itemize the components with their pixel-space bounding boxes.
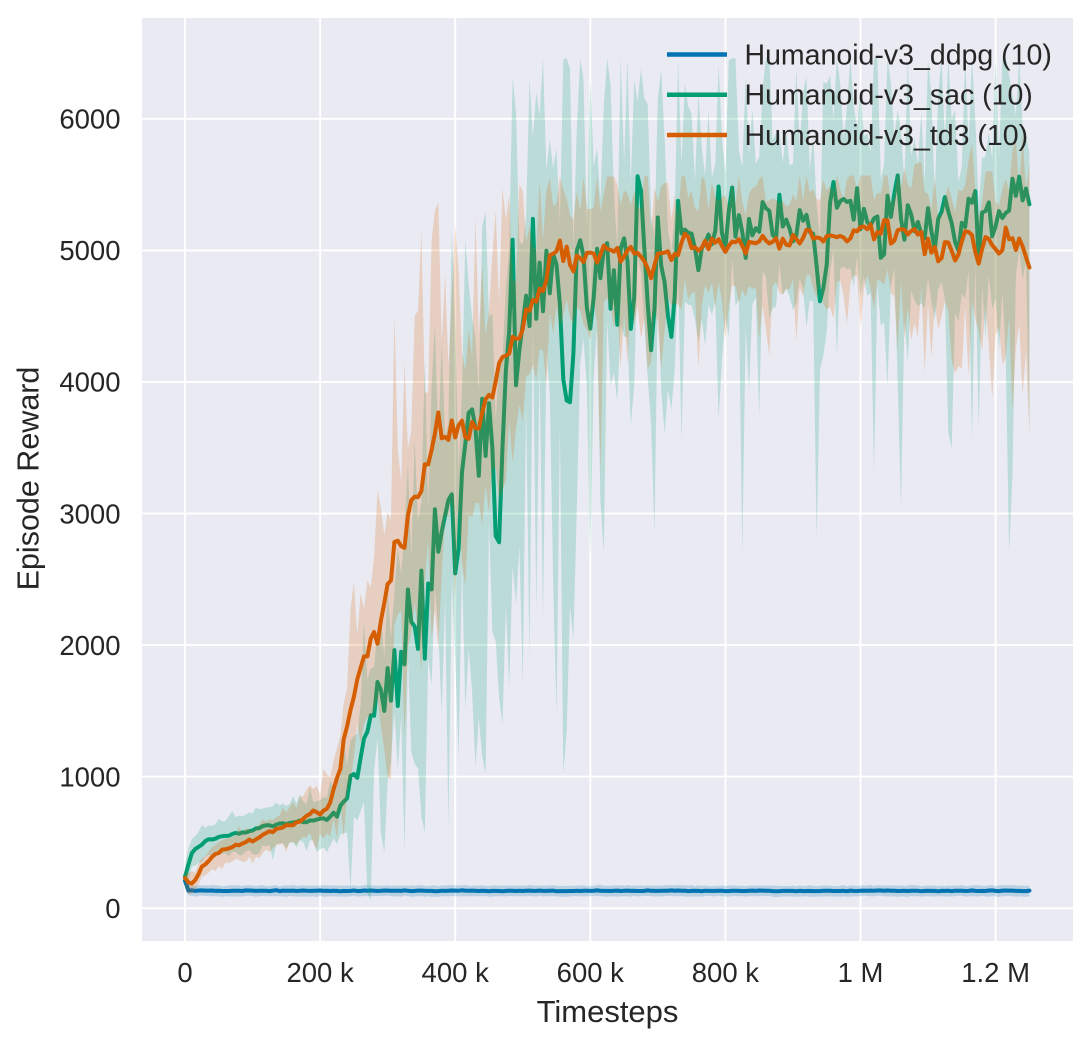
svg-text:0: 0 — [105, 893, 120, 924]
svg-text:Episode Reward: Episode Reward — [12, 367, 46, 591]
svg-text:2000: 2000 — [59, 630, 120, 661]
svg-text:200 k: 200 k — [286, 957, 354, 988]
svg-text:3000: 3000 — [59, 498, 120, 529]
svg-text:800 k: 800 k — [692, 957, 760, 988]
svg-text:6000: 6000 — [59, 104, 120, 135]
svg-text:Humanoid-v3_ddpg (10): Humanoid-v3_ddpg (10) — [745, 39, 1052, 71]
svg-text:Timesteps: Timesteps — [537, 994, 679, 1029]
svg-text:1.2 M: 1.2 M — [961, 957, 1030, 988]
svg-text:5000: 5000 — [59, 235, 120, 266]
svg-text:4000: 4000 — [59, 367, 120, 398]
svg-text:Humanoid-v3_sac (10): Humanoid-v3_sac (10) — [745, 80, 1033, 112]
svg-text:1000: 1000 — [59, 761, 120, 792]
svg-text:400 k: 400 k — [422, 957, 490, 988]
svg-text:1 M: 1 M — [838, 957, 884, 988]
svg-text:Humanoid-v3_td3 (10): Humanoid-v3_td3 (10) — [745, 120, 1029, 152]
svg-text:0: 0 — [177, 957, 192, 988]
svg-text:600 k: 600 k — [557, 957, 625, 988]
